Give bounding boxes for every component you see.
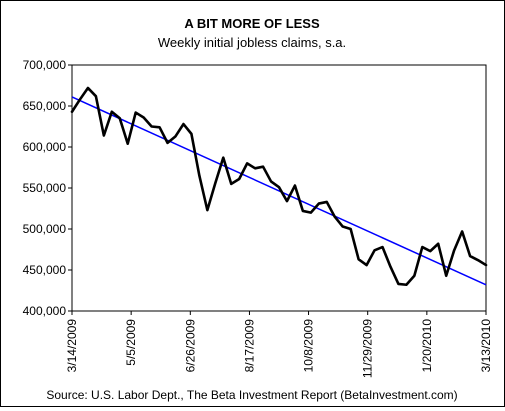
x-tick-label: 8/17/2009 <box>242 319 256 373</box>
y-tick-label: 700,000 <box>23 58 67 72</box>
x-tick-label: 1/20/2010 <box>420 319 434 373</box>
x-tick-label: 5/5/2009 <box>124 319 138 366</box>
series-layer <box>70 86 488 287</box>
y-tick-label: 550,000 <box>23 181 67 195</box>
x-tick-label: 10/8/2009 <box>302 319 316 373</box>
x-tick-label: 11/29/2009 <box>361 319 375 378</box>
y-tick-label: 450,000 <box>23 263 67 277</box>
chart-source: Source: U.S. Labor Dept., The Beta Inves… <box>46 388 457 402</box>
claims-series-line <box>70 86 488 287</box>
y-tick-label: 400,000 <box>23 304 67 318</box>
chart-subtitle: Weekly initial jobless claims, s.a. <box>158 35 346 50</box>
x-tick-label: 6/26/2009 <box>183 319 197 373</box>
x-axis: 3/14/2009 5/5/2009 6/26/2009 8/17/2009 10/8/… <box>65 311 493 378</box>
y-tick-label: 600,000 <box>23 140 67 154</box>
x-tick-label: 3/13/2010 <box>479 319 493 373</box>
y-axis: 400,000 450,000 500,000 550,000 600,000 650,0… <box>23 58 72 318</box>
y-tick-label: 500,000 <box>23 222 67 236</box>
chart-title: A BIT MORE OF LESS <box>184 16 320 31</box>
trend-line <box>71 96 487 286</box>
y-tick-label: 650,000 <box>23 99 67 113</box>
x-tick-label: 3/14/2009 <box>65 319 79 373</box>
